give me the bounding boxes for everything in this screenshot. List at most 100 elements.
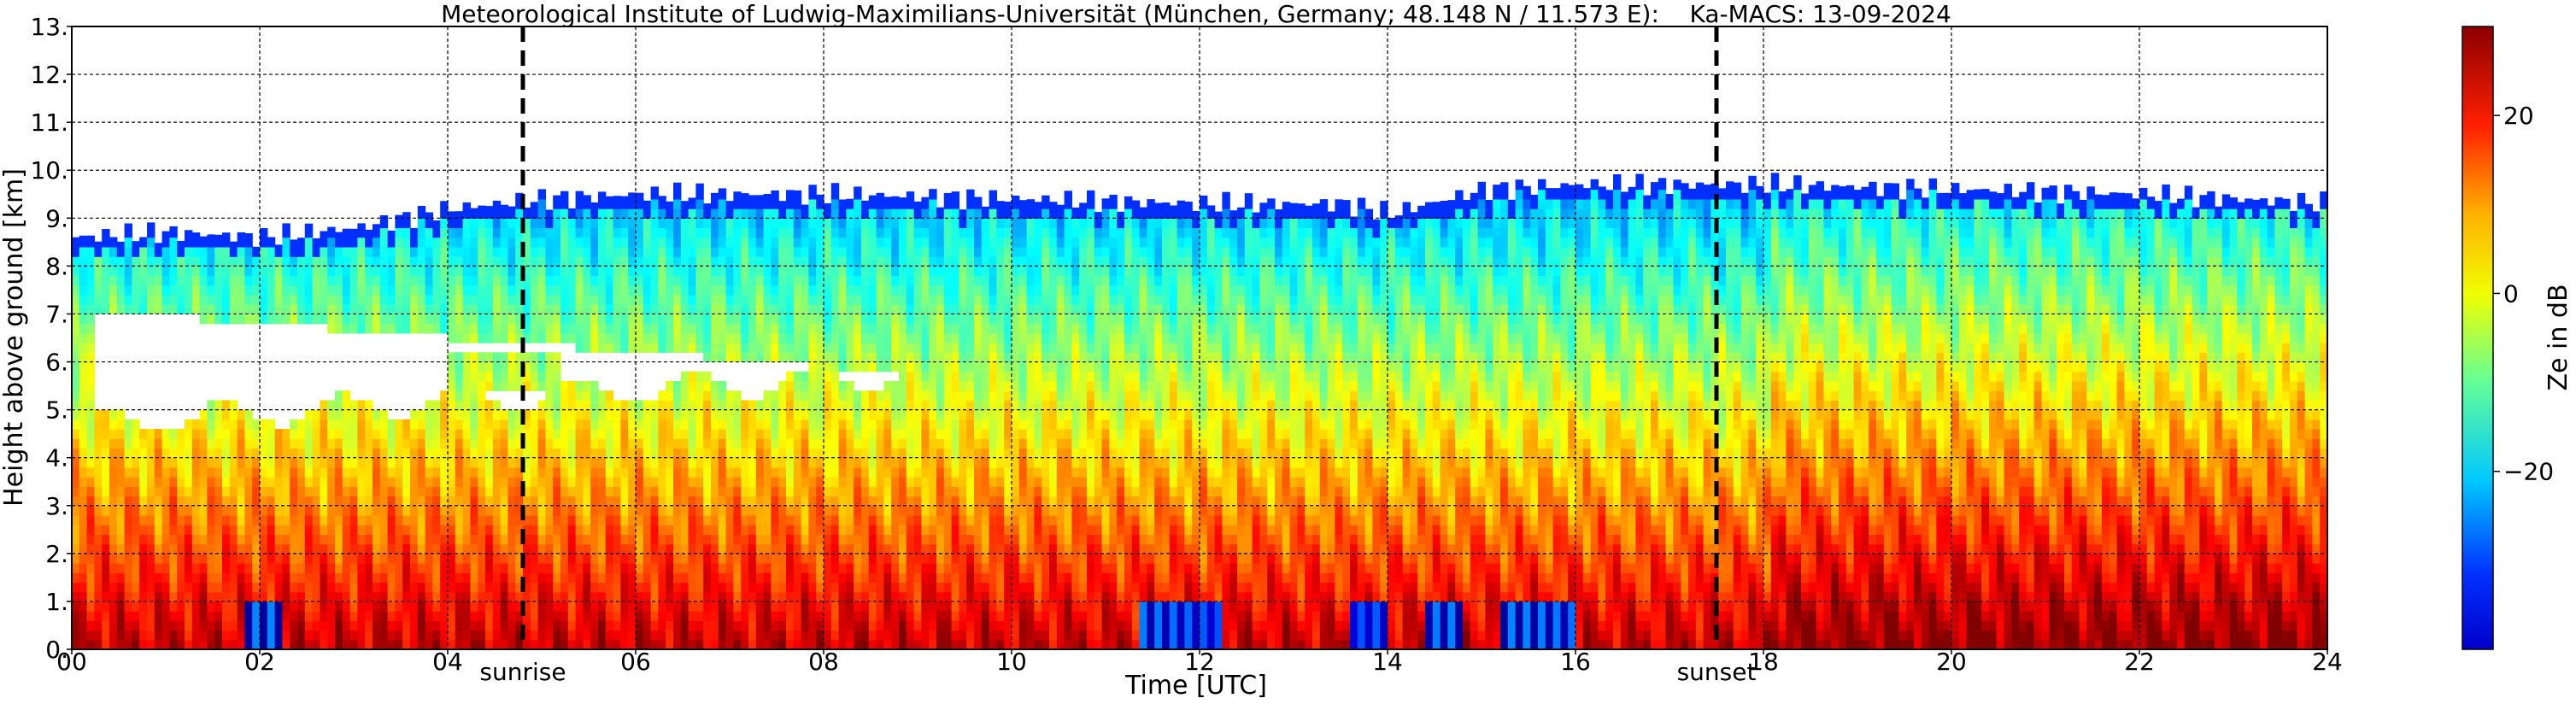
reflectivity-cell (267, 534, 276, 545)
reflectivity-cell (943, 563, 953, 573)
reflectivity-cell (417, 218, 426, 229)
reflectivity-cell (290, 486, 298, 497)
reflectivity-cell (244, 601, 253, 612)
reflectivity-cell (530, 295, 539, 305)
reflectivity-cell (395, 639, 403, 649)
reflectivity-cell (590, 314, 599, 325)
reflectivity-cell (628, 400, 637, 411)
reflectivity-cell (929, 295, 937, 305)
reflectivity-cell (485, 429, 494, 439)
reflectivity-cell (222, 438, 231, 449)
reflectivity-cell (583, 381, 591, 391)
reflectivity-cell (432, 247, 441, 257)
reflectivity-cell (778, 400, 787, 411)
reflectivity-cell (214, 438, 223, 449)
reflectivity-cell (861, 304, 870, 314)
reflectivity-cell (492, 448, 502, 459)
reflectivity-cell (613, 515, 621, 525)
reflectivity-cell (448, 400, 456, 411)
reflectivity-cell (530, 477, 539, 487)
reflectivity-cell (824, 381, 832, 391)
reflectivity-cell (282, 515, 290, 525)
reflectivity-cell (943, 285, 953, 296)
reflectivity-cell (500, 304, 508, 314)
reflectivity-cell (260, 563, 268, 573)
reflectivity-cell (583, 266, 591, 277)
reflectivity-cell (861, 275, 870, 286)
reflectivity-cell (72, 620, 80, 631)
reflectivity-cell (72, 304, 80, 314)
reflectivity-cell (824, 534, 832, 545)
reflectivity-cell (530, 572, 539, 584)
reflectivity-cell (132, 438, 140, 449)
reflectivity-cell (523, 323, 531, 334)
reflectivity-cell (718, 534, 727, 545)
reflectivity-cell (913, 457, 922, 468)
reflectivity-cell (244, 237, 253, 248)
reflectivity-cell (402, 429, 411, 439)
reflectivity-cell (650, 457, 659, 468)
reflectivity-cell (387, 620, 396, 631)
reflectivity-cell (673, 285, 682, 296)
reflectivity-cell (808, 457, 817, 468)
reflectivity-cell (786, 582, 795, 593)
reflectivity-cell (936, 620, 945, 631)
reflectivity-cell (304, 496, 314, 507)
reflectivity-cell (748, 525, 757, 535)
reflectivity-cell (725, 630, 734, 641)
reflectivity-cell (545, 572, 554, 584)
reflectivity-cell (763, 611, 772, 621)
reflectivity-cell (929, 332, 937, 343)
reflectivity-cell (373, 304, 381, 314)
reflectivity-cell (132, 534, 140, 545)
reflectivity-cell (643, 266, 652, 277)
reflectivity-cell (342, 534, 351, 545)
reflectivity-cell (583, 429, 591, 439)
reflectivity-cell (718, 591, 727, 602)
reflectivity-cell (703, 203, 712, 209)
reflectivity-cell (417, 611, 426, 621)
reflectivity-cell (297, 285, 306, 296)
reflectivity-cell (365, 237, 373, 248)
reflectivity-cell (913, 572, 922, 584)
reflectivity-cell (711, 352, 719, 363)
reflectivity-cell (680, 227, 689, 238)
reflectivity-cell (590, 466, 599, 478)
reflectivity-cell (846, 620, 854, 631)
reflectivity-cell (959, 419, 967, 430)
reflectivity-cell (222, 232, 231, 238)
reflectivity-cell (199, 304, 208, 314)
reflectivity-cell (161, 601, 170, 612)
reflectivity-cell (177, 601, 185, 612)
reflectivity-cell (304, 611, 314, 621)
reflectivity-cell (214, 486, 223, 497)
reflectivity-cell (816, 553, 824, 564)
reflectivity-cell (966, 400, 975, 411)
reflectivity-cell (169, 486, 178, 497)
reflectivity-cell (921, 543, 930, 554)
reflectivity-cell (312, 266, 320, 277)
reflectivity-cell (109, 466, 118, 478)
reflectivity-cell (628, 563, 637, 573)
reflectivity-cell (718, 639, 727, 649)
reflectivity-cell (628, 611, 637, 621)
reflectivity-cell (816, 639, 824, 649)
reflectivity-cell (718, 620, 727, 631)
reflectivity-cell (177, 457, 185, 468)
reflectivity-cell (425, 237, 433, 248)
reflectivity-cell (613, 582, 621, 593)
reflectivity-cell (342, 553, 351, 564)
reflectivity-cell (778, 208, 787, 219)
reflectivity-cell (169, 266, 178, 277)
reflectivity-cell (185, 304, 193, 314)
reflectivity-cell (260, 611, 268, 621)
reflectivity-cell (425, 591, 433, 602)
reflectivity-cell (455, 409, 464, 420)
reflectivity-cell (237, 466, 245, 478)
reflectivity-cell (147, 515, 155, 525)
reflectivity-cell (636, 543, 644, 554)
reflectivity-cell (139, 563, 148, 573)
reflectivity-cell (199, 525, 208, 535)
reflectivity-cell (725, 237, 734, 248)
reflectivity-cell (395, 505, 403, 516)
